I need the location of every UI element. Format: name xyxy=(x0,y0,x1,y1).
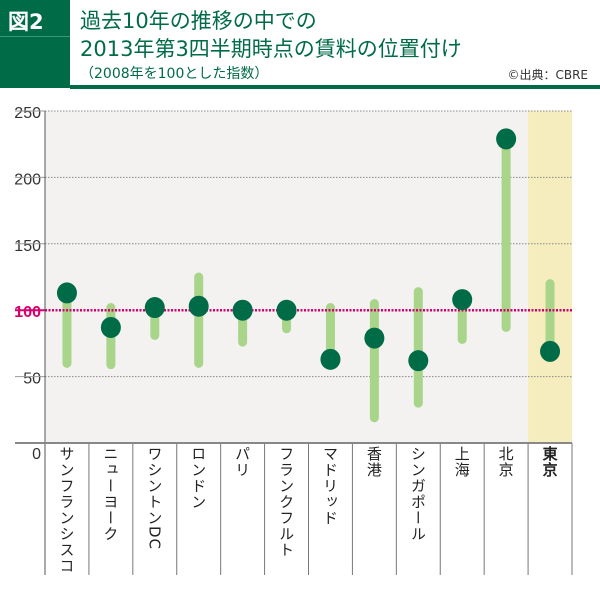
y-tick-label: 250 xyxy=(14,105,41,122)
category-label: ワシントンDC xyxy=(133,446,177,550)
current-value-dot xyxy=(452,289,473,311)
current-value-dot xyxy=(188,295,209,317)
category-label: ニューヨーク xyxy=(89,446,133,542)
category-label: パリ xyxy=(221,446,265,478)
current-value-dot xyxy=(276,299,297,321)
source-note: ©出典：CBRE xyxy=(507,68,588,82)
category-label-text: パリ xyxy=(233,446,252,478)
category-label-text: ワシントンDC xyxy=(145,446,164,551)
category-label: 香港 xyxy=(352,446,396,478)
category-label-text: サンフランシスコ xyxy=(57,446,76,574)
category-label: 上海 xyxy=(440,446,484,478)
category-label-text: マドリッド xyxy=(321,446,339,526)
y-tick-label: 0 xyxy=(32,446,41,463)
category-label-text: シンガポール xyxy=(408,446,427,542)
category-label-text: フランクフルト xyxy=(277,446,296,558)
category-label: 東京 xyxy=(528,446,572,478)
current-value-dot xyxy=(408,350,429,372)
category-label-text: ニューヨーク xyxy=(101,446,120,542)
category-label-text: 北京 xyxy=(496,446,515,478)
header-rule xyxy=(70,85,600,89)
category-label: サンフランシスコ xyxy=(45,446,89,574)
chart-subtitle: （2008年を100とした指数） xyxy=(80,66,269,82)
badge-divider xyxy=(0,36,70,37)
category-label: フランクフルト xyxy=(265,446,309,558)
plot-background xyxy=(45,111,572,443)
current-value-dot xyxy=(100,316,121,338)
chart-title-line2: 2013年第3四半期時点の賃料の位置付け xyxy=(80,37,462,61)
current-value-dot xyxy=(540,340,561,362)
category-label-text: 上海 xyxy=(452,446,471,478)
category-label-text: 香港 xyxy=(364,446,383,478)
y-tick-label: 50 xyxy=(23,371,41,388)
category-label: シンガポール xyxy=(396,446,440,542)
current-value-dot xyxy=(144,297,165,319)
current-value-dot xyxy=(232,299,253,321)
figure-badge: 図2 xyxy=(0,0,70,88)
y-tick-label: 150 xyxy=(14,238,41,255)
category-label-text: 東京 xyxy=(540,446,559,478)
current-value-dot xyxy=(320,348,341,370)
highlight-band xyxy=(528,111,572,443)
category-label: 北京 xyxy=(484,446,528,478)
category-label-text: ロンドン xyxy=(189,446,208,510)
figure-number: 図2 xyxy=(8,10,44,34)
chart-title-line1: 過去10年の推移の中での xyxy=(80,9,317,33)
category-label: ロンドン xyxy=(177,446,221,510)
y-tick-label: 200 xyxy=(14,171,41,188)
current-value-dot xyxy=(364,327,385,349)
category-label: マドリッド xyxy=(309,446,353,526)
y-tick-label: 100 xyxy=(14,304,41,321)
current-value-dot xyxy=(496,128,517,150)
current-value-dot xyxy=(56,282,77,304)
